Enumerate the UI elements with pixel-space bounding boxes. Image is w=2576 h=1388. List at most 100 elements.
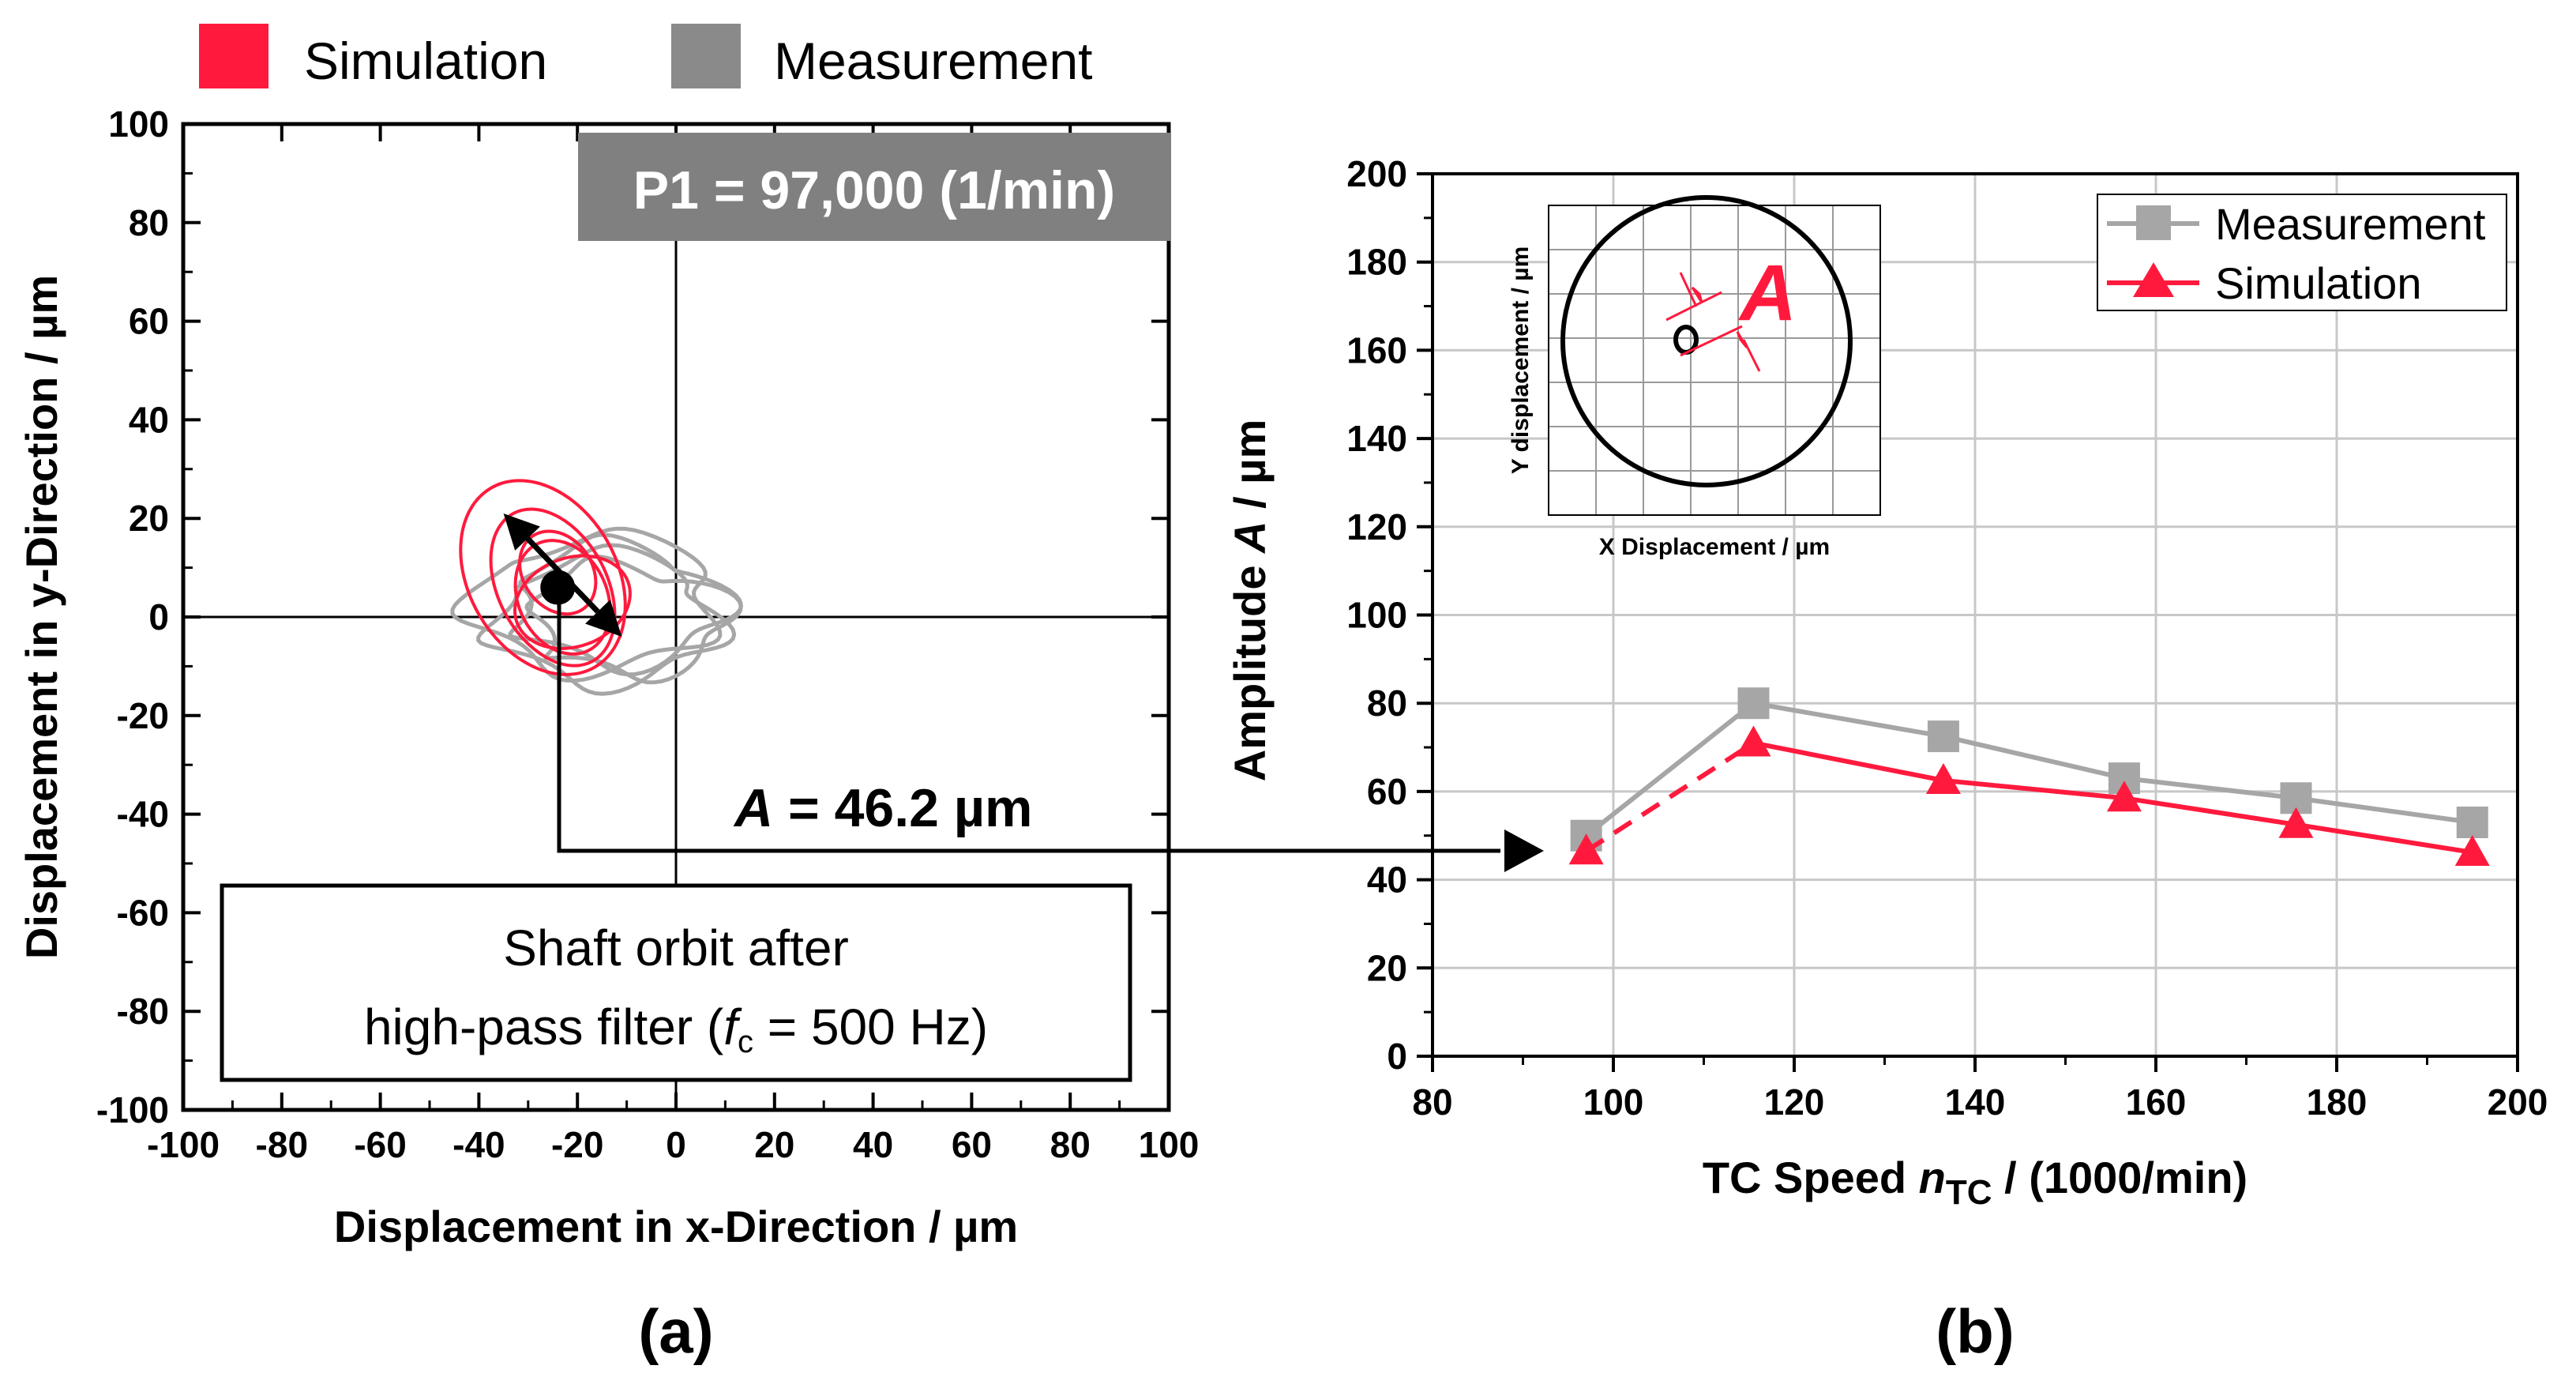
simulation-orbit-ellipse [513, 539, 612, 656]
x-tick-label: -60 [354, 1124, 406, 1165]
x-tick-label: 40 [853, 1124, 893, 1165]
y-tick-label: 40 [129, 399, 169, 440]
measurement-line-segment [1752, 701, 1944, 739]
x-tick-label: -20 [551, 1124, 603, 1165]
orbit-center-dot [540, 570, 576, 605]
panel-b-series [1568, 687, 2490, 866]
amplitude-arrow-head [585, 599, 622, 637]
x-tick-label: 80 [1050, 1124, 1091, 1165]
measurement-point [1737, 687, 1770, 720]
y-tick-label: 20 [129, 498, 169, 539]
simulation-orbit-ellipse [489, 507, 617, 668]
measurement-orbit-loop [450, 526, 723, 683]
panel-b-y-axis-label: Amplitude A / µm [1225, 419, 1275, 782]
y-tick-label: -80 [117, 991, 169, 1032]
y-tick-label: 120 [1346, 506, 1407, 547]
x-tick-label: 80 [1412, 1081, 1452, 1123]
panel-a-chart: -100 -80 -60 -40 -20 0 20 40 60 80 100 -100 -80 -60 -4… [17, 103, 1199, 1366]
inset-amplitude-marker [1665, 272, 1761, 372]
simulation-orbits [459, 479, 632, 676]
top-legend: Simulation Measurement [199, 24, 1093, 90]
panel-b-label: (b) [1936, 1296, 2015, 1366]
simulation-orbit-ellipse [513, 554, 632, 650]
panel-a-tick-labels: -100 -80 -60 -40 -20 0 20 40 60 80 100 -100 -80 -60 -4… [96, 103, 1199, 1165]
simulation-line-segment [1585, 740, 1756, 853]
legend-measurement-label: Measurement [774, 32, 1093, 90]
inset-large-orbit [1560, 195, 1853, 487]
simulation-orbit-ellipse [459, 479, 627, 676]
inset-y-label: Y displacement / µm [1508, 246, 1534, 475]
y-tick-label: -20 [117, 695, 169, 736]
connector-arrow [557, 596, 1544, 872]
speed-badge-text: P1 = 97,000 (1/min) [633, 160, 1115, 220]
simulation-point [2278, 807, 2314, 838]
panel-a-x-axis-label: Displacement in x-Direction / µm [334, 1202, 1018, 1251]
x-tick-label: 140 [1945, 1081, 2006, 1123]
x-tick-label: -40 [452, 1124, 505, 1165]
measurement-point [2456, 806, 2488, 838]
simulation-orbit-ellipse [518, 529, 598, 616]
panel-b-legend-measurement: Measurement [2215, 199, 2486, 249]
x-tick-label: 100 [1583, 1081, 1644, 1123]
filter-text-line2: high-pass filter (fc = 500 Hz) [364, 999, 988, 1059]
inset-x-label: X Displacement / µm [1599, 534, 1830, 560]
filter-text-line1: Shaft orbit after [503, 920, 849, 976]
x-tick-label: 180 [2307, 1081, 2368, 1123]
simulation-point [2106, 781, 2142, 812]
y-tick-label: -60 [117, 892, 169, 933]
inset-amplitude-symbol: A [1737, 249, 1797, 337]
panel-b-legend: Measurement Simulation [2097, 194, 2507, 311]
simulation-point [1925, 762, 1961, 794]
x-tick-label: -100 [147, 1124, 220, 1165]
y-tick-label: 60 [129, 301, 169, 342]
y-tick-label: 200 [1346, 153, 1407, 194]
measurement-point [1927, 720, 1959, 753]
measurement-orbit [450, 526, 743, 696]
amplitude-annotation: A = 46.2 µm [733, 778, 1033, 838]
simulation-point [2454, 834, 2490, 866]
simulation-point [1736, 725, 1771, 757]
y-tick-label: 180 [1346, 242, 1407, 283]
x-tick-label: -80 [256, 1124, 308, 1165]
simulation-line-segment [1943, 777, 2125, 801]
amplitude-arrows [503, 513, 622, 637]
y-tick-label: -100 [96, 1089, 169, 1130]
panel-a-label: (a) [638, 1296, 713, 1366]
y-tick-label: 80 [129, 202, 169, 243]
measurement-line-segment [2296, 796, 2473, 825]
y-tick-label: 100 [1346, 595, 1407, 636]
panel-b-ticks [1417, 172, 2519, 1072]
simulation-point [1568, 833, 1604, 865]
y-tick-label: 0 [1387, 1036, 1407, 1077]
measurement-line-segment [1584, 701, 1756, 838]
simulation-line-segment [1752, 740, 1944, 783]
panel-a-y-axis-label: Displacement in y-Direction / µm [17, 275, 66, 959]
y-tick-label: 20 [1367, 947, 1407, 988]
amplitude-arrow-head [503, 513, 540, 551]
panel-b-tick-labels: 80 100 120 140 160 180 200 0 20 40 60 80 100 120 140 16… [1346, 153, 2548, 1123]
measurement-line-segment [2124, 776, 2296, 801]
panel-b-chart: 80 100 120 140 160 180 200 0 20 40 60 80 100 120 140 16… [1225, 153, 2548, 1366]
x-tick-label: 60 [952, 1124, 992, 1165]
x-tick-label: 20 [754, 1124, 794, 1165]
y-tick-label: 100 [108, 103, 169, 145]
speed-badge [578, 133, 1170, 241]
y-tick-label: 60 [1367, 771, 1407, 812]
filter-textbox [220, 883, 1132, 1082]
measurement-orbit-loop [476, 543, 737, 696]
x-tick-label: 200 [2488, 1081, 2548, 1123]
y-tick-label: 140 [1346, 418, 1407, 459]
legend-measurement-swatch [671, 24, 741, 88]
legend-simulation-label: Simulation [304, 32, 547, 90]
panel-b-x-axis-label: TC Speed nTC / (1000/min) [1703, 1153, 2247, 1212]
inset-orbit-diagram: A X Displacement / µm Y displacement / µ… [1508, 195, 1881, 560]
y-tick-label: 40 [1367, 860, 1407, 901]
measurement-line-segment [1943, 734, 2125, 781]
x-tick-label: 0 [666, 1124, 686, 1165]
simulation-line-segment [2124, 796, 2296, 827]
x-tick-label: 120 [1764, 1081, 1825, 1123]
y-tick-label: 80 [1367, 683, 1407, 724]
y-tick-label: -40 [117, 794, 169, 835]
measurement-orbit-loop [524, 554, 743, 685]
